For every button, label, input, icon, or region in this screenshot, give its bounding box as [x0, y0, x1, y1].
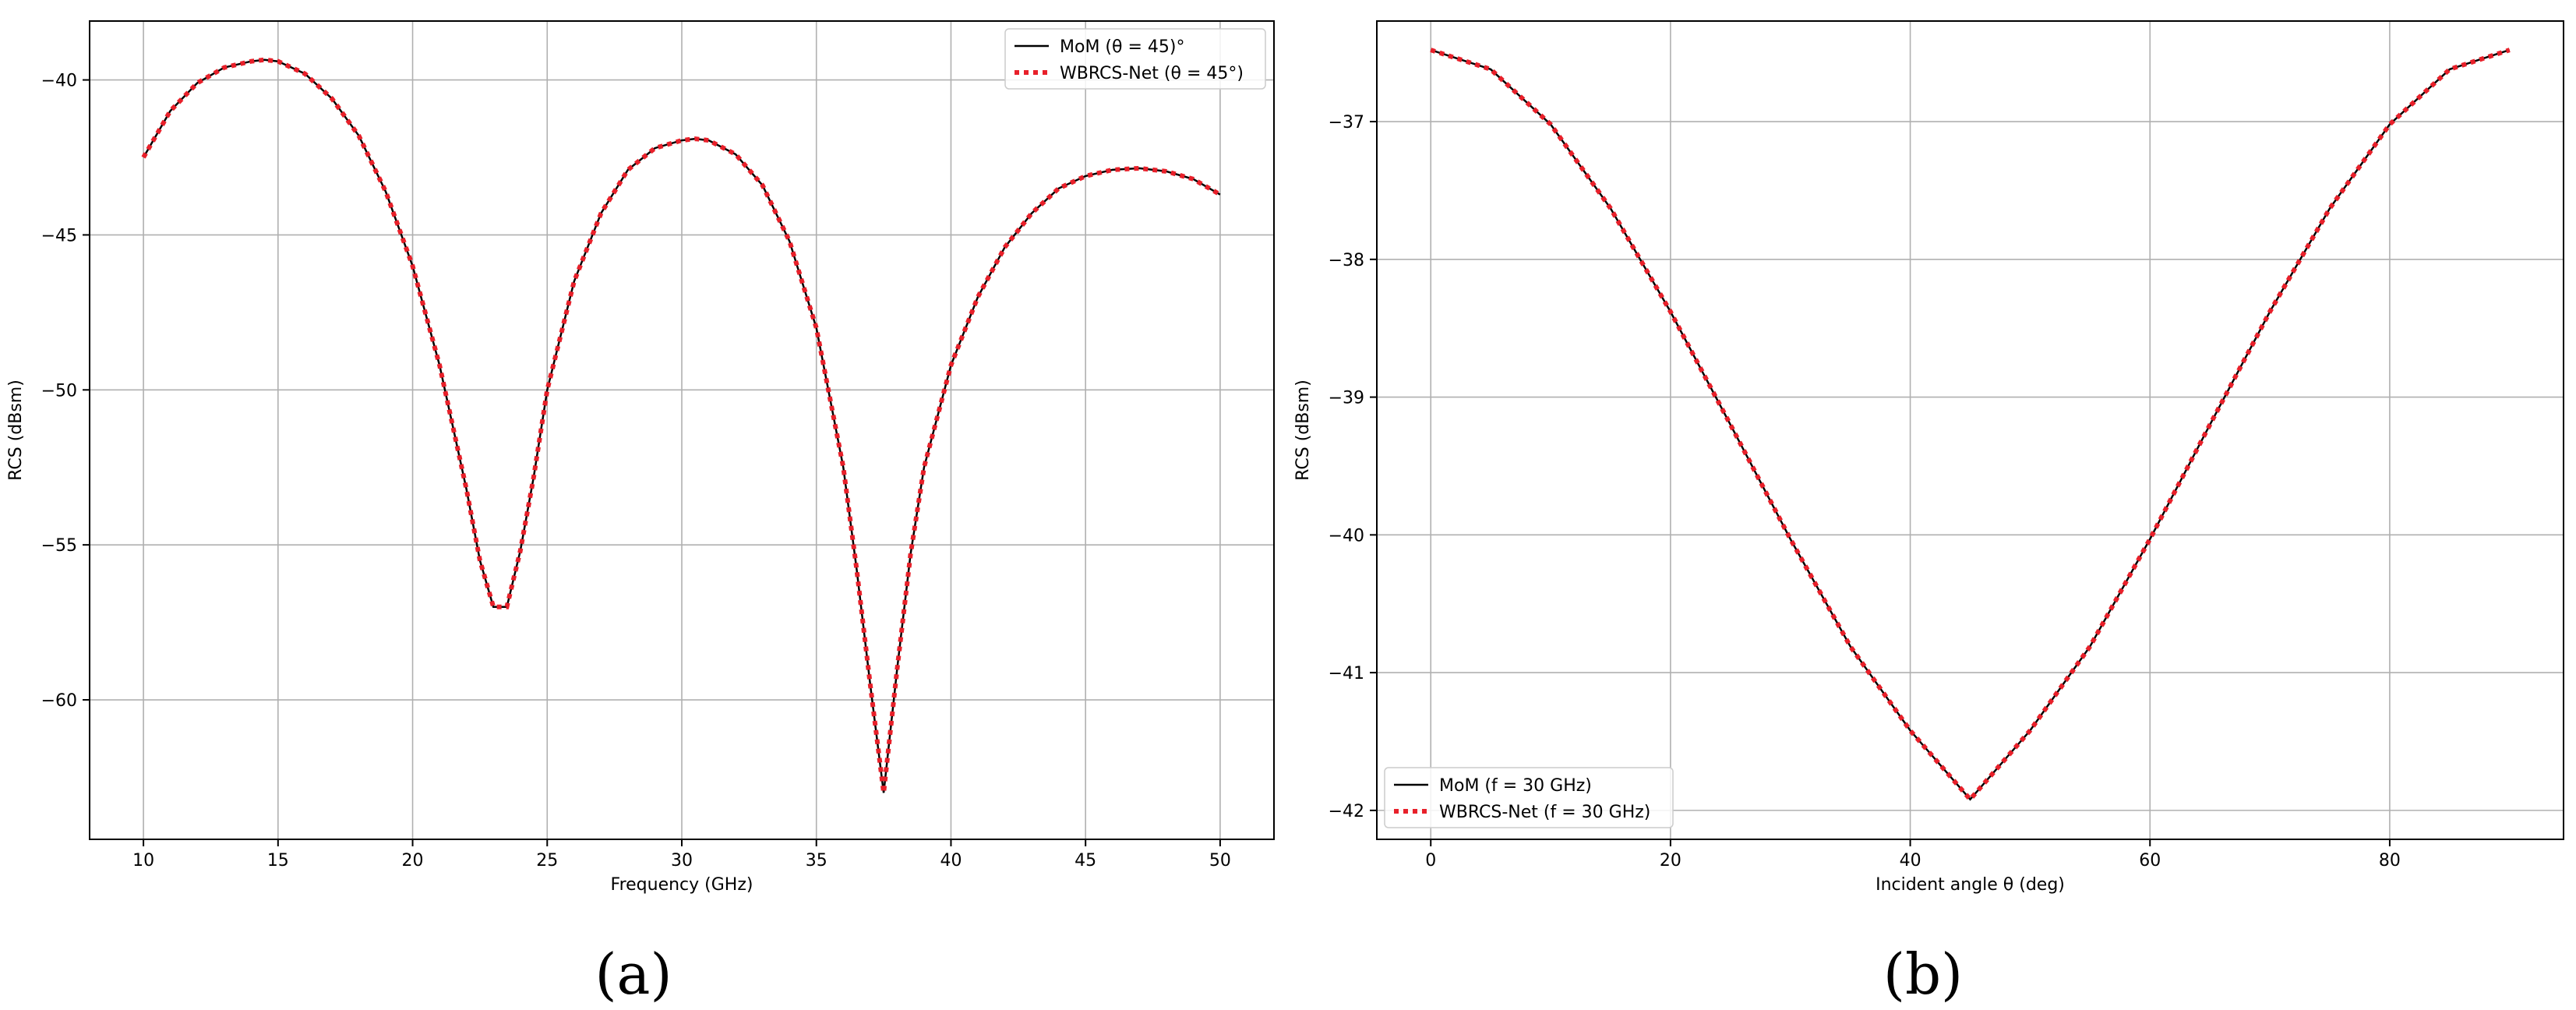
legend: MoM (f = 30 GHz) WBRCS-Net (f = 30 GHz) [1384, 767, 1674, 828]
y-tick-label: −37 [1329, 113, 1364, 132]
y-tick-label: −38 [1329, 251, 1364, 270]
plot-frame [1376, 20, 2564, 840]
legend-box [1004, 28, 1266, 90]
figure-caption: (a) [595, 941, 672, 1007]
chart-1: 10 15 20 25 30 35 40 45 50 −40 −45 −50 −55 −60 Frequen… [6, 20, 1275, 1007]
chart-2: 0 20 40 60 80 −37 −38 −39 −40 −41 −42 Incident angl… [1293, 20, 2564, 1007]
x-tick-label: 40 [940, 851, 962, 871]
figure-caption: (b) [1883, 941, 1963, 1007]
x-tick-label: 15 [267, 851, 289, 871]
x-tick-label: 20 [402, 851, 424, 871]
y-axis-label: RCS (dBsm) [6, 380, 26, 481]
legend-box [1384, 767, 1674, 828]
y-tick-label: −55 [41, 536, 77, 556]
series-line-wbrcs-net [1430, 48, 2511, 803]
legend-label: MoM (θ = 45)° [1060, 37, 1184, 57]
y-tick-label: −40 [1329, 526, 1364, 546]
x-tick-label: 10 [132, 851, 154, 871]
x-tick-label: 45 [1075, 851, 1096, 871]
x-tick-label: 40 [1900, 851, 1921, 871]
x-axis-label: Frequency (GHz) [611, 875, 753, 895]
y-tick-label: −60 [41, 691, 77, 711]
x-tick-label: 60 [2139, 851, 2161, 871]
legend-label: WBRCS-Net (f = 30 GHz) [1439, 803, 1650, 822]
x-tick-label: 50 [1209, 851, 1231, 871]
y-tick-label: −39 [1329, 389, 1364, 408]
y-tick-label: −45 [41, 226, 77, 245]
x-tick-label: 80 [2379, 851, 2401, 871]
series-line-wbrcs-net [141, 57, 1222, 793]
y-tick-label: −50 [41, 381, 77, 401]
x-tick-label: 0 [1425, 851, 1436, 871]
x-tick-label: 20 [1660, 851, 1681, 871]
y-tick-label: −42 [1329, 802, 1364, 821]
legend-label: WBRCS-Net (θ = 45°) [1060, 64, 1244, 83]
x-tick-label: 30 [671, 851, 693, 871]
legend: MoM (θ = 45)° WBRCS-Net (θ = 45°) [1004, 28, 1266, 90]
y-tick-label: −40 [41, 72, 77, 91]
x-tick-label: 35 [806, 851, 827, 871]
x-tick-label: 25 [536, 851, 558, 871]
y-tick-label: −41 [1329, 664, 1364, 683]
legend-label: MoM (f = 30 GHz) [1439, 776, 1592, 796]
y-axis-label: RCS (dBsm) [1293, 380, 1313, 481]
x-axis-label: Incident angle θ (deg) [1876, 875, 2065, 895]
